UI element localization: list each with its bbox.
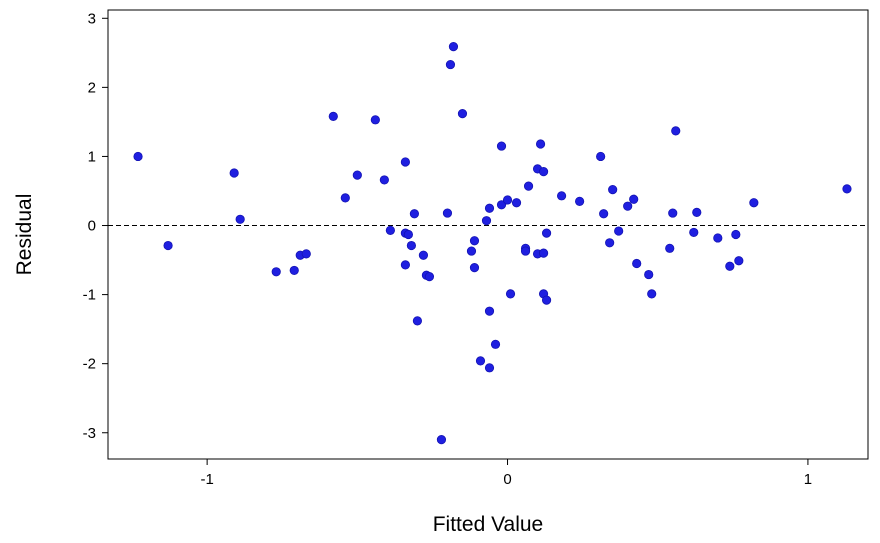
data-point bbox=[725, 261, 735, 271]
data-point bbox=[541, 295, 552, 305]
data-point bbox=[541, 228, 552, 238]
data-point bbox=[328, 111, 338, 121]
data-point bbox=[235, 214, 245, 224]
data-point bbox=[385, 225, 395, 235]
data-point bbox=[671, 126, 681, 136]
data-point bbox=[412, 316, 423, 326]
data-point bbox=[466, 246, 477, 256]
data-point bbox=[599, 209, 609, 219]
data-point bbox=[623, 201, 633, 211]
data-point bbox=[409, 209, 420, 219]
data-point bbox=[596, 151, 606, 162]
data-point bbox=[842, 184, 852, 194]
data-point bbox=[713, 233, 723, 243]
plot-frame bbox=[107, 9, 869, 460]
data-point bbox=[629, 194, 639, 204]
data-point bbox=[469, 236, 480, 246]
plot-area bbox=[107, 9, 869, 460]
data-point bbox=[436, 435, 447, 445]
data-point bbox=[400, 157, 410, 167]
data-point bbox=[445, 59, 456, 70]
data-point bbox=[400, 260, 410, 270]
data-point bbox=[457, 109, 468, 119]
data-point bbox=[271, 267, 281, 277]
data-point bbox=[668, 208, 678, 218]
data-point bbox=[475, 356, 486, 366]
data-point bbox=[520, 246, 531, 256]
data-point bbox=[424, 272, 435, 282]
data-point bbox=[481, 216, 492, 226]
data-point bbox=[556, 191, 567, 201]
x-tick-label: -1 bbox=[200, 471, 213, 488]
data-point bbox=[418, 250, 429, 260]
data-point bbox=[442, 208, 453, 218]
data-point bbox=[448, 42, 459, 52]
data-point bbox=[133, 151, 143, 162]
y-tick-label: -2 bbox=[83, 356, 96, 373]
y-tick-label: 0 bbox=[88, 218, 96, 235]
y-axis: -3 -2 -1 0 1 2 3 bbox=[83, 10, 108, 442]
x-axis: -1 0 1 bbox=[200, 459, 812, 488]
data-point bbox=[289, 265, 299, 276]
data-point bbox=[406, 240, 416, 251]
data-point bbox=[403, 229, 413, 240]
data-point bbox=[229, 168, 239, 178]
data-point bbox=[340, 193, 350, 203]
data-point bbox=[163, 240, 173, 251]
data-point bbox=[502, 195, 513, 205]
data-point bbox=[352, 170, 362, 180]
data-point bbox=[647, 289, 657, 299]
data-point bbox=[484, 363, 495, 373]
data-point bbox=[379, 175, 389, 185]
data-point bbox=[644, 269, 654, 280]
y-tick-label: 1 bbox=[88, 148, 96, 165]
x-tick-label: 1 bbox=[804, 471, 812, 488]
data-point bbox=[301, 249, 311, 259]
y-tick-label: 2 bbox=[88, 79, 96, 96]
data-point bbox=[496, 141, 507, 151]
data-point bbox=[484, 306, 495, 316]
data-point bbox=[605, 238, 615, 248]
y-axis-title: Residual bbox=[13, 194, 36, 276]
data-point bbox=[614, 226, 624, 236]
data-point bbox=[523, 181, 534, 191]
data-point bbox=[608, 185, 618, 195]
data-point bbox=[496, 200, 507, 210]
y-tick-label: -1 bbox=[83, 287, 96, 304]
data-point bbox=[749, 198, 759, 208]
data-point bbox=[538, 167, 549, 177]
data-point bbox=[469, 263, 480, 273]
y-tick-label: -3 bbox=[83, 425, 96, 442]
data-point bbox=[692, 207, 702, 217]
data-point bbox=[490, 339, 501, 349]
data-point bbox=[632, 258, 642, 269]
data-point bbox=[505, 289, 516, 299]
data-point bbox=[575, 196, 585, 206]
data-point bbox=[689, 227, 699, 238]
data-points bbox=[133, 42, 852, 445]
data-point bbox=[734, 256, 744, 266]
x-tick-label: 0 bbox=[503, 471, 511, 488]
data-point bbox=[370, 115, 380, 125]
data-point bbox=[535, 139, 546, 149]
data-point bbox=[665, 243, 675, 253]
y-tick-label: 3 bbox=[88, 10, 96, 27]
x-axis-title: Fitted Value bbox=[433, 513, 544, 536]
data-point bbox=[511, 198, 522, 208]
data-point bbox=[731, 229, 741, 240]
data-point bbox=[538, 248, 549, 258]
data-point bbox=[484, 203, 495, 213]
